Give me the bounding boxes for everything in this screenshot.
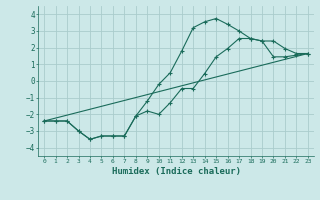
X-axis label: Humidex (Indice chaleur): Humidex (Indice chaleur): [111, 167, 241, 176]
